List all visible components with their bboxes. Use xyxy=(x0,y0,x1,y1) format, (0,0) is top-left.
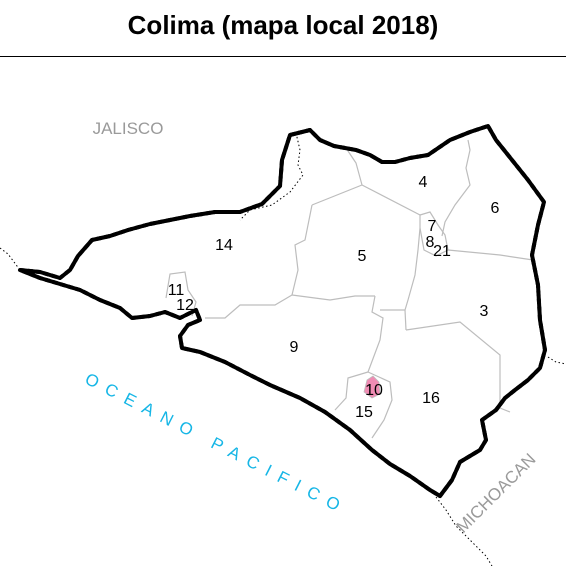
boundary-14-5 xyxy=(291,204,313,296)
district-label-16: 16 xyxy=(422,390,440,407)
state-border-base xyxy=(18,124,547,498)
boundary-11-12 xyxy=(165,271,197,317)
district-label-3: 3 xyxy=(480,303,489,320)
state-border xyxy=(18,124,547,498)
boundary-5-3 xyxy=(380,227,421,311)
district-label-8: 8 xyxy=(426,234,435,251)
district-label-11: 11 xyxy=(168,282,185,299)
neighbor-label-jalisco: JALISCO xyxy=(93,119,164,138)
boundary-15-east xyxy=(367,371,393,439)
district-label-12: 12 xyxy=(176,297,194,314)
district-label-9: 9 xyxy=(290,339,299,356)
neighbor-label-michoacan: MICHOACAN xyxy=(453,450,540,537)
district-label-6: 6 xyxy=(491,200,500,217)
boundary-6-3 xyxy=(447,249,534,261)
boundary-5-9 xyxy=(291,294,375,301)
map-title: Colima (mapa local 2018) xyxy=(127,10,439,40)
boundary-9-16 xyxy=(367,295,384,373)
district-boundaries xyxy=(165,139,534,439)
district-label-15: 15 xyxy=(355,404,373,421)
district-label-4: 4 xyxy=(419,174,428,191)
border-michoacan-east xyxy=(547,356,566,365)
district-labels: 4 6 7 8 21 5 14 11 12 3 9 10 15 16 xyxy=(168,174,500,421)
district-label-14: 14 xyxy=(215,237,233,254)
boundary-14-9 xyxy=(205,294,293,319)
district-10-fill xyxy=(363,375,381,399)
boundary-3-16 xyxy=(405,321,511,413)
boundary-4-north xyxy=(345,147,363,186)
district-label-10: 10 xyxy=(365,382,383,399)
neighbor-borders xyxy=(0,132,566,566)
boundary-4-6 xyxy=(441,139,471,237)
border-jalisco-west xyxy=(0,247,21,271)
ocean-label: OCEANO PACIFICO xyxy=(82,369,351,519)
boundary-5-north xyxy=(311,184,421,228)
district-label-21: 21 xyxy=(433,243,451,260)
title-divider xyxy=(0,56,566,57)
district-label-7: 7 xyxy=(428,218,437,235)
boundary-urban xyxy=(419,211,449,257)
border-michoacan-south xyxy=(435,496,493,566)
district-label-5: 5 xyxy=(358,248,367,265)
boundary-15-west xyxy=(334,371,369,411)
boundary-3-west xyxy=(404,309,407,331)
